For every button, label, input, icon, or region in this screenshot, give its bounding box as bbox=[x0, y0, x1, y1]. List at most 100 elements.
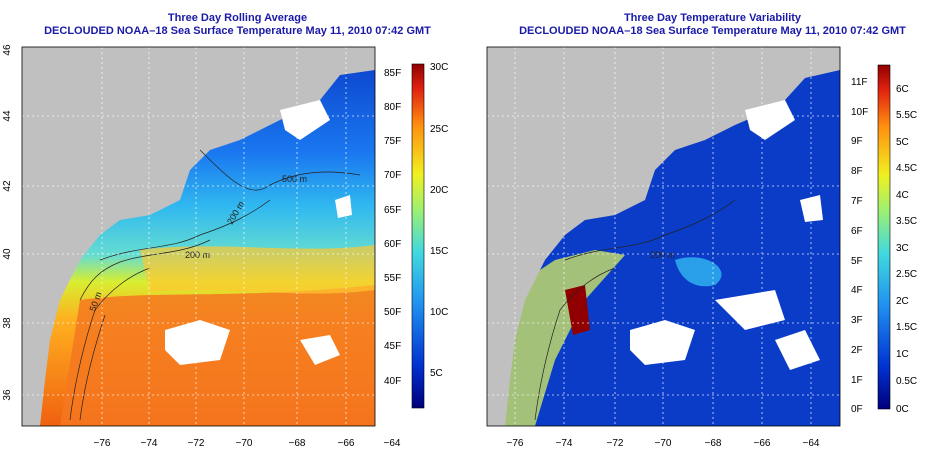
cbar-f-label: 4F bbox=[851, 285, 863, 296]
cbar-f-label: 8F bbox=[851, 166, 863, 177]
land-mass bbox=[22, 47, 375, 426]
colorbar bbox=[411, 63, 425, 409]
cbar-f-label: 55F bbox=[384, 273, 401, 284]
lat-tick-label: 40 bbox=[2, 248, 13, 260]
warm-band bbox=[140, 245, 375, 294]
lon-tick-label: −72 bbox=[188, 438, 205, 449]
left-title: Three Day Rolling Average bbox=[167, 12, 308, 24]
cbar-c-label: 5C bbox=[430, 368, 443, 379]
cbar-c-label: 3.5C bbox=[896, 216, 917, 227]
cbar-c-label: 5.5C bbox=[896, 110, 917, 121]
lon-tick-label: −76 bbox=[94, 438, 111, 449]
grid-lines bbox=[22, 47, 375, 426]
cbar-f-label: 10F bbox=[851, 107, 868, 118]
lon-axis: −76 −74 −72 −70 −68 −66 −64 bbox=[94, 438, 401, 449]
contour-label: 200 m bbox=[650, 250, 675, 260]
cbar-c-label: 1.5C bbox=[896, 322, 917, 333]
land-mass bbox=[487, 47, 840, 426]
map-frame bbox=[486, 46, 841, 427]
lon-tick-label: −68 bbox=[705, 438, 722, 449]
cbar-c-label: 25C bbox=[430, 124, 448, 135]
cbar-c-label: 4C bbox=[896, 190, 909, 201]
cbar-c-label: 20C bbox=[430, 185, 448, 196]
contour-label: 500 m bbox=[282, 174, 307, 184]
cbar-c-label: 5C bbox=[896, 137, 909, 148]
cbar-f-label: 65F bbox=[384, 205, 401, 216]
cbar-f-label: 6F bbox=[851, 226, 863, 237]
cbar-c-label: 2.5C bbox=[896, 269, 917, 280]
cloud-patch bbox=[630, 320, 695, 365]
cbar-c-label: 4.5C bbox=[896, 163, 917, 174]
cbar-f-label: 85F bbox=[384, 68, 401, 79]
cbar-f-label: 60F bbox=[384, 239, 401, 250]
cbar-c-label: 6C bbox=[896, 84, 909, 95]
cbar-c-label: 10C bbox=[430, 307, 448, 318]
cbar-f-label: 11F bbox=[851, 77, 868, 88]
cbar-f-label: 45F bbox=[384, 341, 401, 352]
lat-tick-label: 42 bbox=[2, 180, 13, 192]
cloud-patch bbox=[300, 335, 340, 365]
cbar-f-label: 7F bbox=[851, 196, 863, 207]
lon-tick-label: −70 bbox=[236, 438, 253, 449]
lon-tick-label: −74 bbox=[141, 438, 158, 449]
left-panel: Three Day Rolling Average DECLOUDED NOAA… bbox=[2, 12, 448, 449]
bathymetry-contour bbox=[79, 239, 211, 301]
lon-tick-label: −68 bbox=[289, 438, 306, 449]
bathymetry-contour bbox=[564, 199, 736, 261]
cbar-c-label: 3C bbox=[896, 243, 909, 254]
cbar-f-label: 80F bbox=[384, 102, 401, 113]
lon-tick-label: −72 bbox=[607, 438, 624, 449]
cbar-f-label: 3F bbox=[851, 315, 863, 326]
cbar-f-label: 9F bbox=[851, 136, 863, 147]
lon-tick-label: −74 bbox=[556, 438, 573, 449]
right-subtitle: DECLOUDED NOAA–18 Sea Surface Temperatur… bbox=[519, 25, 906, 37]
cloud-patch bbox=[745, 100, 795, 140]
colorbar-c-labels: 30C 25C 20C 15C 10C 5C bbox=[430, 62, 448, 379]
high-variability-core bbox=[565, 285, 590, 335]
lat-tick-label: 44 bbox=[2, 110, 13, 122]
left-map-figure: 500 m 200 m 50 m 200 m −76 −74 −72 −70 −… bbox=[2, 44, 448, 449]
cbar-f-label: 50F bbox=[384, 307, 401, 318]
cbar-c-label: 0.5C bbox=[896, 376, 917, 387]
lon-tick-label: −66 bbox=[338, 438, 355, 449]
cbar-f-label: 0F bbox=[851, 404, 863, 415]
left-subtitle: DECLOUDED NOAA–18 Sea Surface Temperatur… bbox=[44, 25, 431, 37]
lon-tick-label: −64 bbox=[803, 438, 820, 449]
cbar-f-label: 1F bbox=[851, 375, 863, 386]
cbar-c-label: 0C bbox=[896, 404, 909, 415]
bathymetry-contour bbox=[99, 199, 271, 261]
lon-tick-label: −64 bbox=[384, 438, 401, 449]
right-title: Three Day Temperature Variability bbox=[623, 12, 802, 24]
lat-axis: 36 38 40 42 44 46 bbox=[2, 44, 13, 401]
cbar-c-label: 30C bbox=[430, 62, 448, 73]
cbar-c-label: 1C bbox=[896, 349, 909, 360]
bathymetry-contour bbox=[199, 149, 361, 191]
cloud-patch bbox=[800, 195, 823, 222]
cbar-f-label: 2F bbox=[851, 345, 863, 356]
cbar-f-label: 40F bbox=[384, 376, 401, 387]
map-frame bbox=[21, 46, 376, 427]
colorbar-c-labels: 6C 5.5C 5C 4.5C 4C 3.5C 3C 2.5C 2C 1.5C … bbox=[896, 84, 917, 415]
bathymetry-contour bbox=[79, 314, 106, 421]
cbar-f-label: 5F bbox=[851, 256, 863, 267]
cloud-patch bbox=[715, 290, 785, 330]
colorbar-f-labels: 11F 10F 9F 8F 7F 6F 5F 4F 3F 2F 1F 0F bbox=[851, 77, 868, 415]
lon-tick-label: −66 bbox=[754, 438, 771, 449]
lon-tick-label: −76 bbox=[507, 438, 524, 449]
lon-tick-label: −70 bbox=[655, 438, 672, 449]
lon-axis: −76 −74 −72 −70 −68 −66 −64 bbox=[507, 438, 820, 449]
lat-tick-label: 46 bbox=[2, 44, 13, 56]
contour-label: 200 m bbox=[185, 250, 210, 260]
eddy-feature bbox=[675, 257, 722, 287]
cbar-c-label: 2C bbox=[896, 296, 909, 307]
bathymetry-contour bbox=[534, 267, 616, 421]
right-panel: Three Day Temperature Variability DECLOU… bbox=[475, 0, 950, 475]
lat-tick-label: 38 bbox=[2, 317, 13, 329]
cloud-patch bbox=[775, 330, 820, 370]
bathymetry-contour bbox=[69, 267, 151, 421]
cloud-patch bbox=[335, 195, 352, 218]
cloud-patch bbox=[165, 320, 230, 365]
cbar-f-label: 70F bbox=[384, 170, 401, 181]
lat-tick-label: 36 bbox=[2, 389, 13, 401]
right-map-figure: 200 m −76 −74 −72 −70 −68 −66 −64 36 38 bbox=[486, 46, 917, 449]
